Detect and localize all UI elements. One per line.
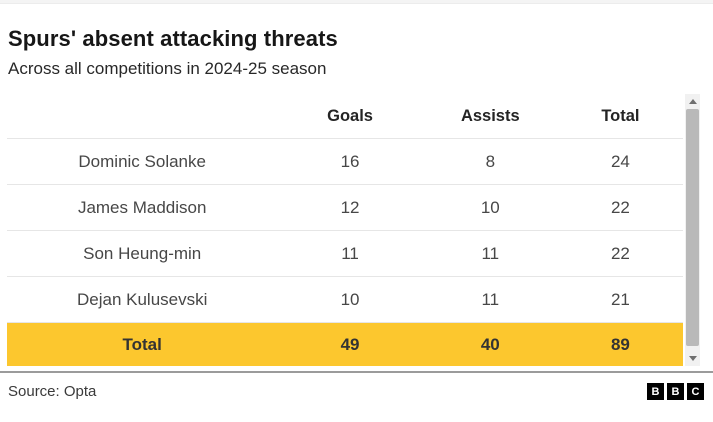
total-row: Total 49 40 89: [7, 323, 683, 366]
bbc-logo-block: B: [647, 383, 664, 400]
assists-cell: 8: [485, 151, 496, 171]
player-name-cell: Dejan Kulusevski: [76, 289, 208, 309]
total-cell: 22: [610, 243, 630, 263]
goals-cell: 12: [340, 197, 360, 217]
goals-cell: 10: [340, 289, 360, 309]
footer-divider: [0, 371, 713, 373]
table-row: James Maddison 12 10 22: [7, 185, 683, 231]
top-strip: [0, 0, 713, 4]
total-goals-cell: 49: [340, 334, 360, 354]
column-header-goals: Goals: [327, 106, 373, 125]
total-row-label: Total: [122, 334, 162, 354]
table-row: Dejan Kulusevski 10 11 21: [7, 277, 683, 323]
player-name-cell: Dominic Solanke: [78, 151, 206, 171]
table-scrollbar[interactable]: [685, 94, 700, 366]
stats-table: Goals Assists Total Dominic Solanke 16 8…: [7, 94, 683, 366]
column-header-total: Total: [601, 106, 640, 125]
assists-cell: 10: [480, 197, 500, 217]
footer: Source: Opta B B C: [0, 373, 713, 400]
assists-cell: 11: [481, 243, 500, 263]
total-cell: 22: [610, 197, 630, 217]
table-row: Son Heung-min 11 11 22: [7, 231, 683, 277]
table-row: Dominic Solanke 16 8 24: [7, 139, 683, 185]
source-label: Source: Opta: [8, 383, 97, 400]
player-name-cell: Son Heung-min: [83, 243, 202, 263]
scrollbar-thumb[interactable]: [686, 109, 699, 346]
chart-title: Spurs' absent attacking threats: [8, 26, 338, 51]
scroll-down-arrow-icon[interactable]: [688, 356, 697, 361]
assists-cell: 11: [481, 289, 500, 309]
player-name-cell: James Maddison: [77, 197, 207, 217]
chart-header: Spurs' absent attacking threats Across a…: [0, 4, 713, 80]
goals-cell: 16: [340, 151, 360, 171]
scroll-up-arrow-icon[interactable]: [688, 99, 697, 104]
bbc-logo-block: B: [667, 383, 684, 400]
bbc-logo: B B C: [647, 383, 704, 400]
stats-table-container: Goals Assists Total Dominic Solanke 16 8…: [7, 94, 700, 366]
total-cell: 24: [610, 151, 630, 171]
bbc-logo-block: C: [687, 383, 704, 400]
chart-subtitle: Across all competitions in 2024-25 seaso…: [8, 59, 327, 78]
column-header-assists: Assists: [460, 106, 520, 125]
total-cell: 21: [610, 289, 630, 309]
table-header-row: Goals Assists Total: [7, 94, 683, 139]
goals-cell: 11: [341, 243, 359, 263]
total-total-cell: 89: [610, 334, 630, 354]
total-assists-cell: 40: [480, 334, 500, 354]
